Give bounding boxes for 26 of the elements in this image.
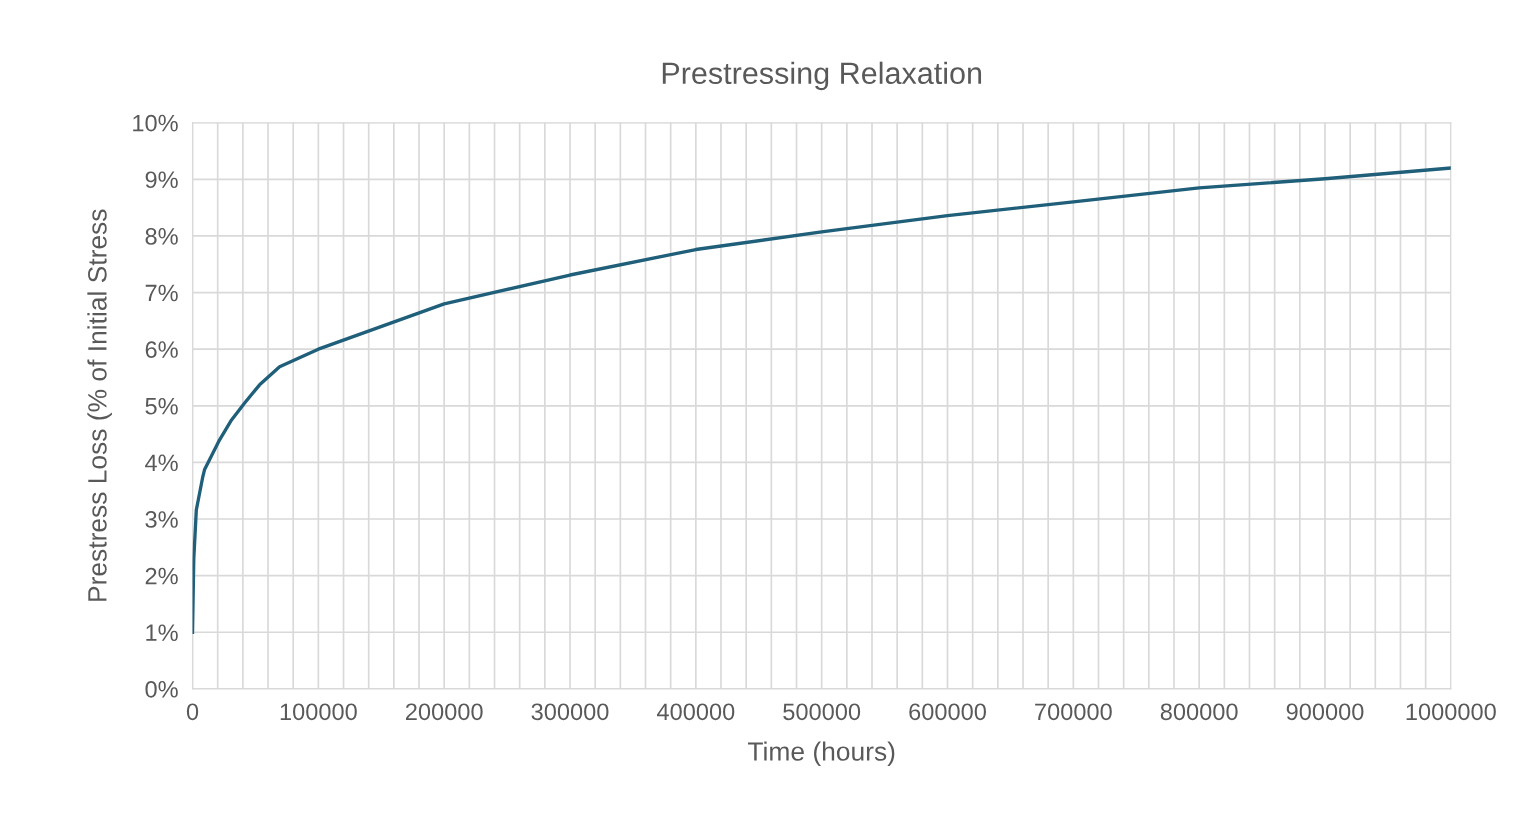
x-tick-label: 200000 xyxy=(405,703,483,721)
x-tick-label: 700000 xyxy=(1035,703,1112,721)
line-series xyxy=(192,166,1451,634)
x-tick-label: 400000 xyxy=(657,703,735,721)
y-tick-label: 5% xyxy=(145,397,178,415)
y-tick-label: 4% xyxy=(145,454,178,472)
x-tick-label: 900000 xyxy=(1286,703,1364,721)
y-tick-label: 6% xyxy=(145,341,178,358)
y-tick-label: 10% xyxy=(133,114,178,132)
chart-title: Prestressing Relaxation xyxy=(662,61,982,91)
y-tick-label: 7% xyxy=(145,284,178,302)
y-tick-label: 3% xyxy=(145,511,178,528)
x-tick-label: 300000 xyxy=(531,703,609,721)
x-tick-label: 600000 xyxy=(909,703,986,721)
x-tick-label: 800000 xyxy=(1160,703,1238,721)
x-tick-label: 500000 xyxy=(783,703,861,721)
y-axis-title: Prestress Loss (% of Initial Stress xyxy=(87,209,112,601)
x-tick-label: 1000000 xyxy=(1406,703,1496,721)
y-tick-label: 2% xyxy=(145,567,178,585)
x-tick-label: 0 xyxy=(186,703,199,721)
y-tick-label: 1% xyxy=(146,624,178,641)
x-axis-title: Time (hours) xyxy=(747,741,895,767)
y-tick-label: 9% xyxy=(145,171,178,189)
y-tick-label: 8% xyxy=(145,228,178,245)
x-tick-label: 100000 xyxy=(280,703,357,721)
y-tick-label: 0% xyxy=(145,680,178,698)
